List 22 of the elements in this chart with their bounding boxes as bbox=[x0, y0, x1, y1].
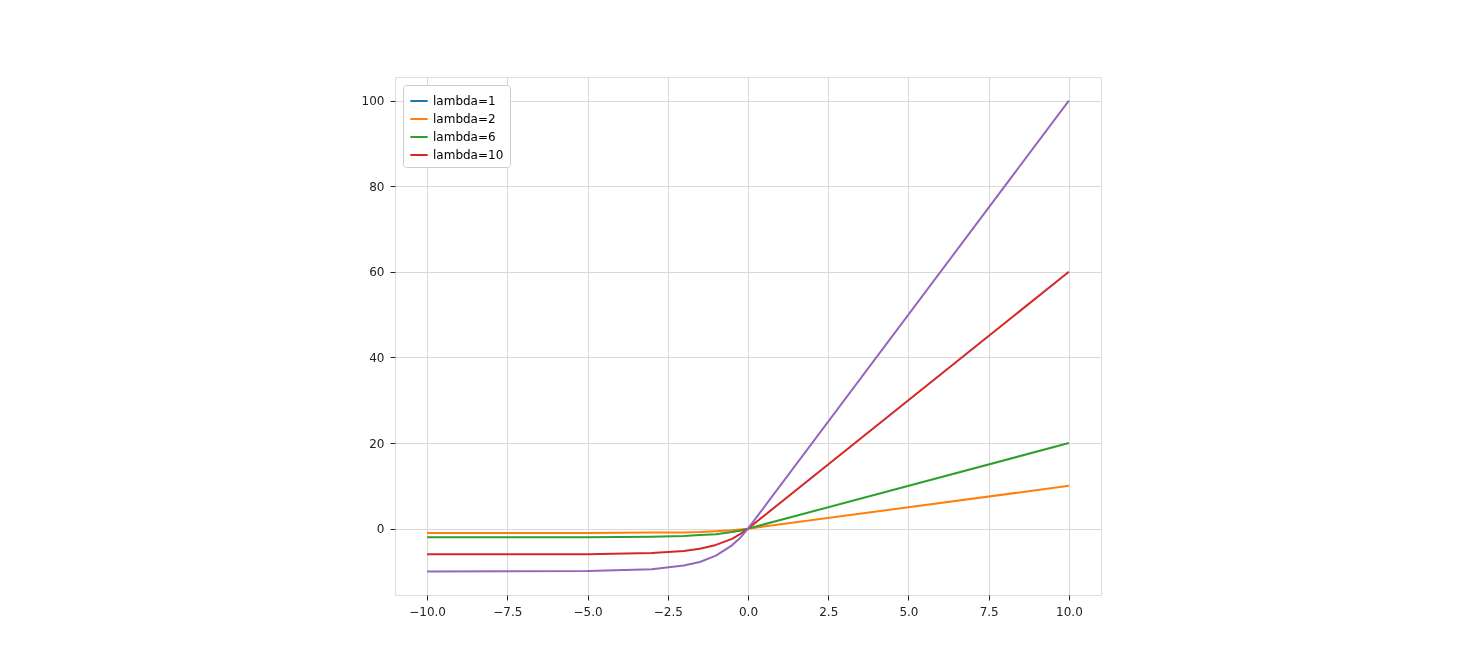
y-tick-label: 80 bbox=[369, 179, 385, 194]
x-tick-label: −7.5 bbox=[493, 604, 523, 619]
y-tick-label: 20 bbox=[369, 436, 385, 451]
line-series bbox=[426, 442, 1070, 539]
legend-label: lambda=6 bbox=[433, 130, 496, 144]
y-tick-label: 40 bbox=[369, 350, 385, 365]
line-series bbox=[426, 484, 1070, 534]
x-tick-label: 2.5 bbox=[819, 604, 839, 619]
x-tick-label: 7.5 bbox=[979, 604, 999, 619]
legend-label: lambda=1 bbox=[433, 94, 496, 108]
x-tick-label: 0.0 bbox=[738, 604, 759, 619]
x-tick-label: −5.0 bbox=[573, 604, 603, 619]
legend-label: lambda=10 bbox=[433, 148, 504, 162]
y-tick-label: 0 bbox=[376, 522, 385, 537]
y-tick-label: 100 bbox=[361, 94, 385, 109]
x-tick-label: −10.0 bbox=[409, 604, 446, 619]
x-tick-label: −2.5 bbox=[653, 604, 683, 619]
line-series bbox=[426, 270, 1070, 556]
legend-label: lambda=2 bbox=[433, 112, 496, 126]
x-tick-label: 10.0 bbox=[1056, 604, 1083, 619]
x-tick-label: 5.0 bbox=[899, 604, 919, 619]
y-tick-label: 60 bbox=[369, 265, 385, 280]
